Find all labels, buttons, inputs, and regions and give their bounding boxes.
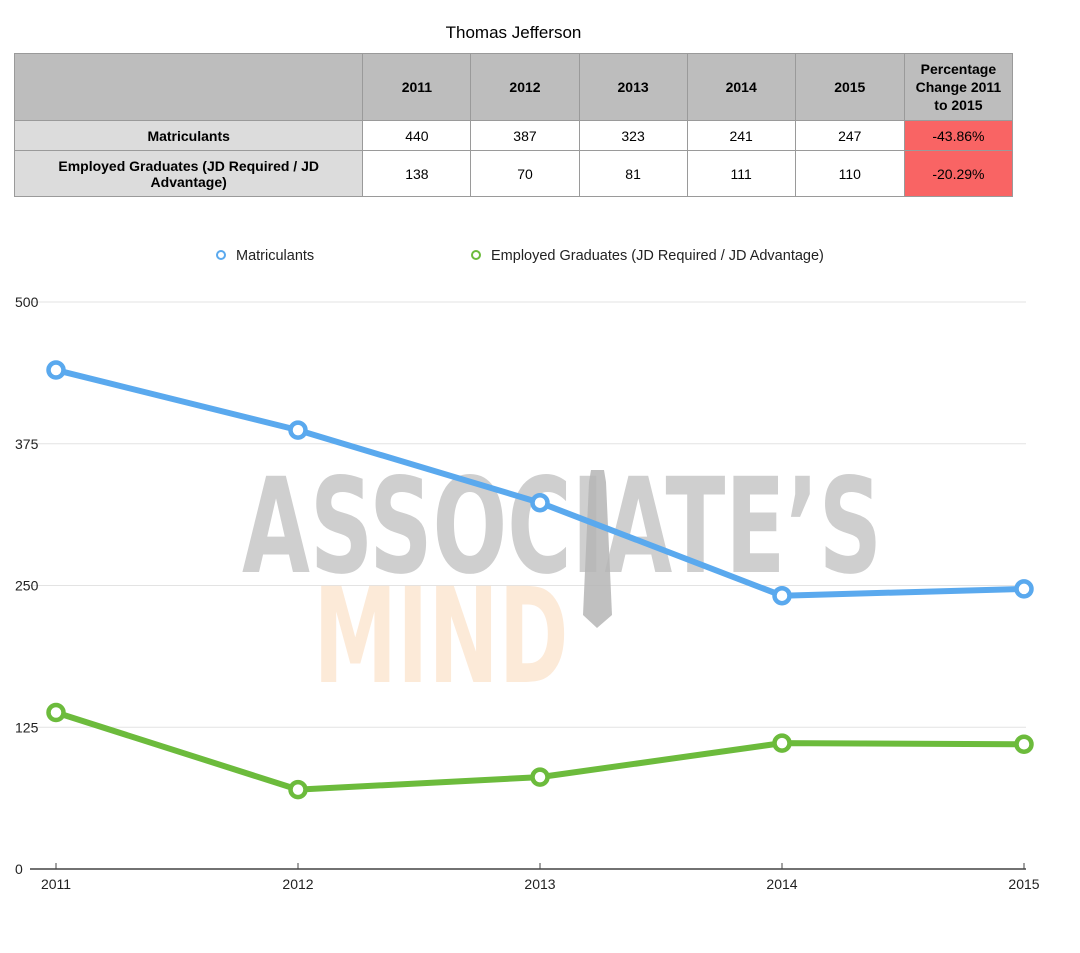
x-tick-label: 2014	[766, 876, 797, 892]
table-cell: 247	[794, 120, 905, 151]
legend-marker-icon	[471, 250, 481, 260]
table-cell: 241	[686, 120, 796, 151]
table-row: Matriculants 440 387 323 241 247 -43.86%	[13, 120, 1014, 151]
x-tick-label: 2011	[41, 876, 71, 892]
x-tick-label: 2015	[1008, 876, 1039, 892]
chart-legend: Matriculants Employed Graduates (JD Requi…	[216, 248, 824, 264]
row-label: Matriculants	[13, 120, 364, 151]
table-row: Employed Graduates (JD Required / JD Adv…	[13, 150, 1014, 197]
data-point	[530, 767, 550, 787]
watermark-line-2: MIND	[314, 560, 569, 714]
data-point	[1014, 734, 1034, 755]
legend-marker-icon	[216, 250, 226, 260]
y-tick-label: 0	[15, 861, 23, 877]
table-cell: 111	[686, 150, 796, 197]
data-point	[772, 733, 792, 753]
percentage-change-cell: -20.29%	[903, 150, 1014, 197]
data-table: 2011 2012 2013 2014 2015 Percentage Chan…	[13, 53, 1014, 197]
data-point	[46, 360, 66, 380]
data-point	[772, 585, 792, 606]
percentage-change-cell: -43.86%	[903, 120, 1014, 151]
x-tick-label: 2013	[524, 876, 555, 892]
table-header-year: 2015	[794, 53, 905, 121]
data-point	[46, 702, 66, 723]
table-header-corner	[13, 53, 364, 121]
table-header-year: 2014	[686, 53, 796, 121]
data-point	[288, 420, 308, 440]
associates-mind-watermark: ASSOCIATE’S MIND	[242, 450, 882, 714]
y-tick-label: 500	[15, 294, 39, 310]
table-header-year: 2011	[362, 53, 472, 121]
table-cell: 323	[578, 120, 688, 151]
page-title: Thomas Jefferson	[445, 23, 582, 42]
table-header-year: 2012	[470, 53, 580, 121]
table-cell: 387	[470, 120, 580, 151]
row-label: Employed Graduates (JD Required / JD Adv…	[13, 150, 364, 197]
data-point	[1014, 579, 1034, 599]
x-tick-label: 2012	[282, 876, 313, 892]
table-header-percentage-change: Percentage Change 2011 to 2015	[903, 53, 1014, 121]
y-tick-label: 250	[15, 578, 39, 594]
y-tick-label: 125	[15, 719, 39, 735]
table-cell: 110	[794, 150, 905, 197]
watermark-line-1: ASSOCIATE’S	[242, 450, 882, 604]
legend-label: Matriculants	[236, 248, 314, 264]
table-cell: 440	[362, 120, 472, 151]
line-chart: Matriculants Employed Graduates (JD Requi…	[15, 248, 1040, 892]
chart-axis: 0 125 250 375 500 2011 2012 2013 2014 2015	[15, 294, 1040, 892]
chart-grid	[30, 301, 1026, 728]
y-tick-label: 375	[15, 436, 39, 452]
legend-label: Employed Graduates (JD Required / JD Adv…	[491, 248, 824, 264]
necktie-icon	[583, 470, 612, 628]
chart-series	[46, 360, 1034, 800]
data-point	[288, 779, 308, 800]
table-header-year: 2013	[578, 53, 688, 121]
data-point	[530, 492, 550, 513]
table-cell: 138	[362, 150, 472, 197]
table-cell: 70	[470, 150, 580, 197]
table-header-row: 2011 2012 2013 2014 2015 Percentage Chan…	[13, 53, 1014, 121]
table-cell: 81	[578, 150, 688, 197]
